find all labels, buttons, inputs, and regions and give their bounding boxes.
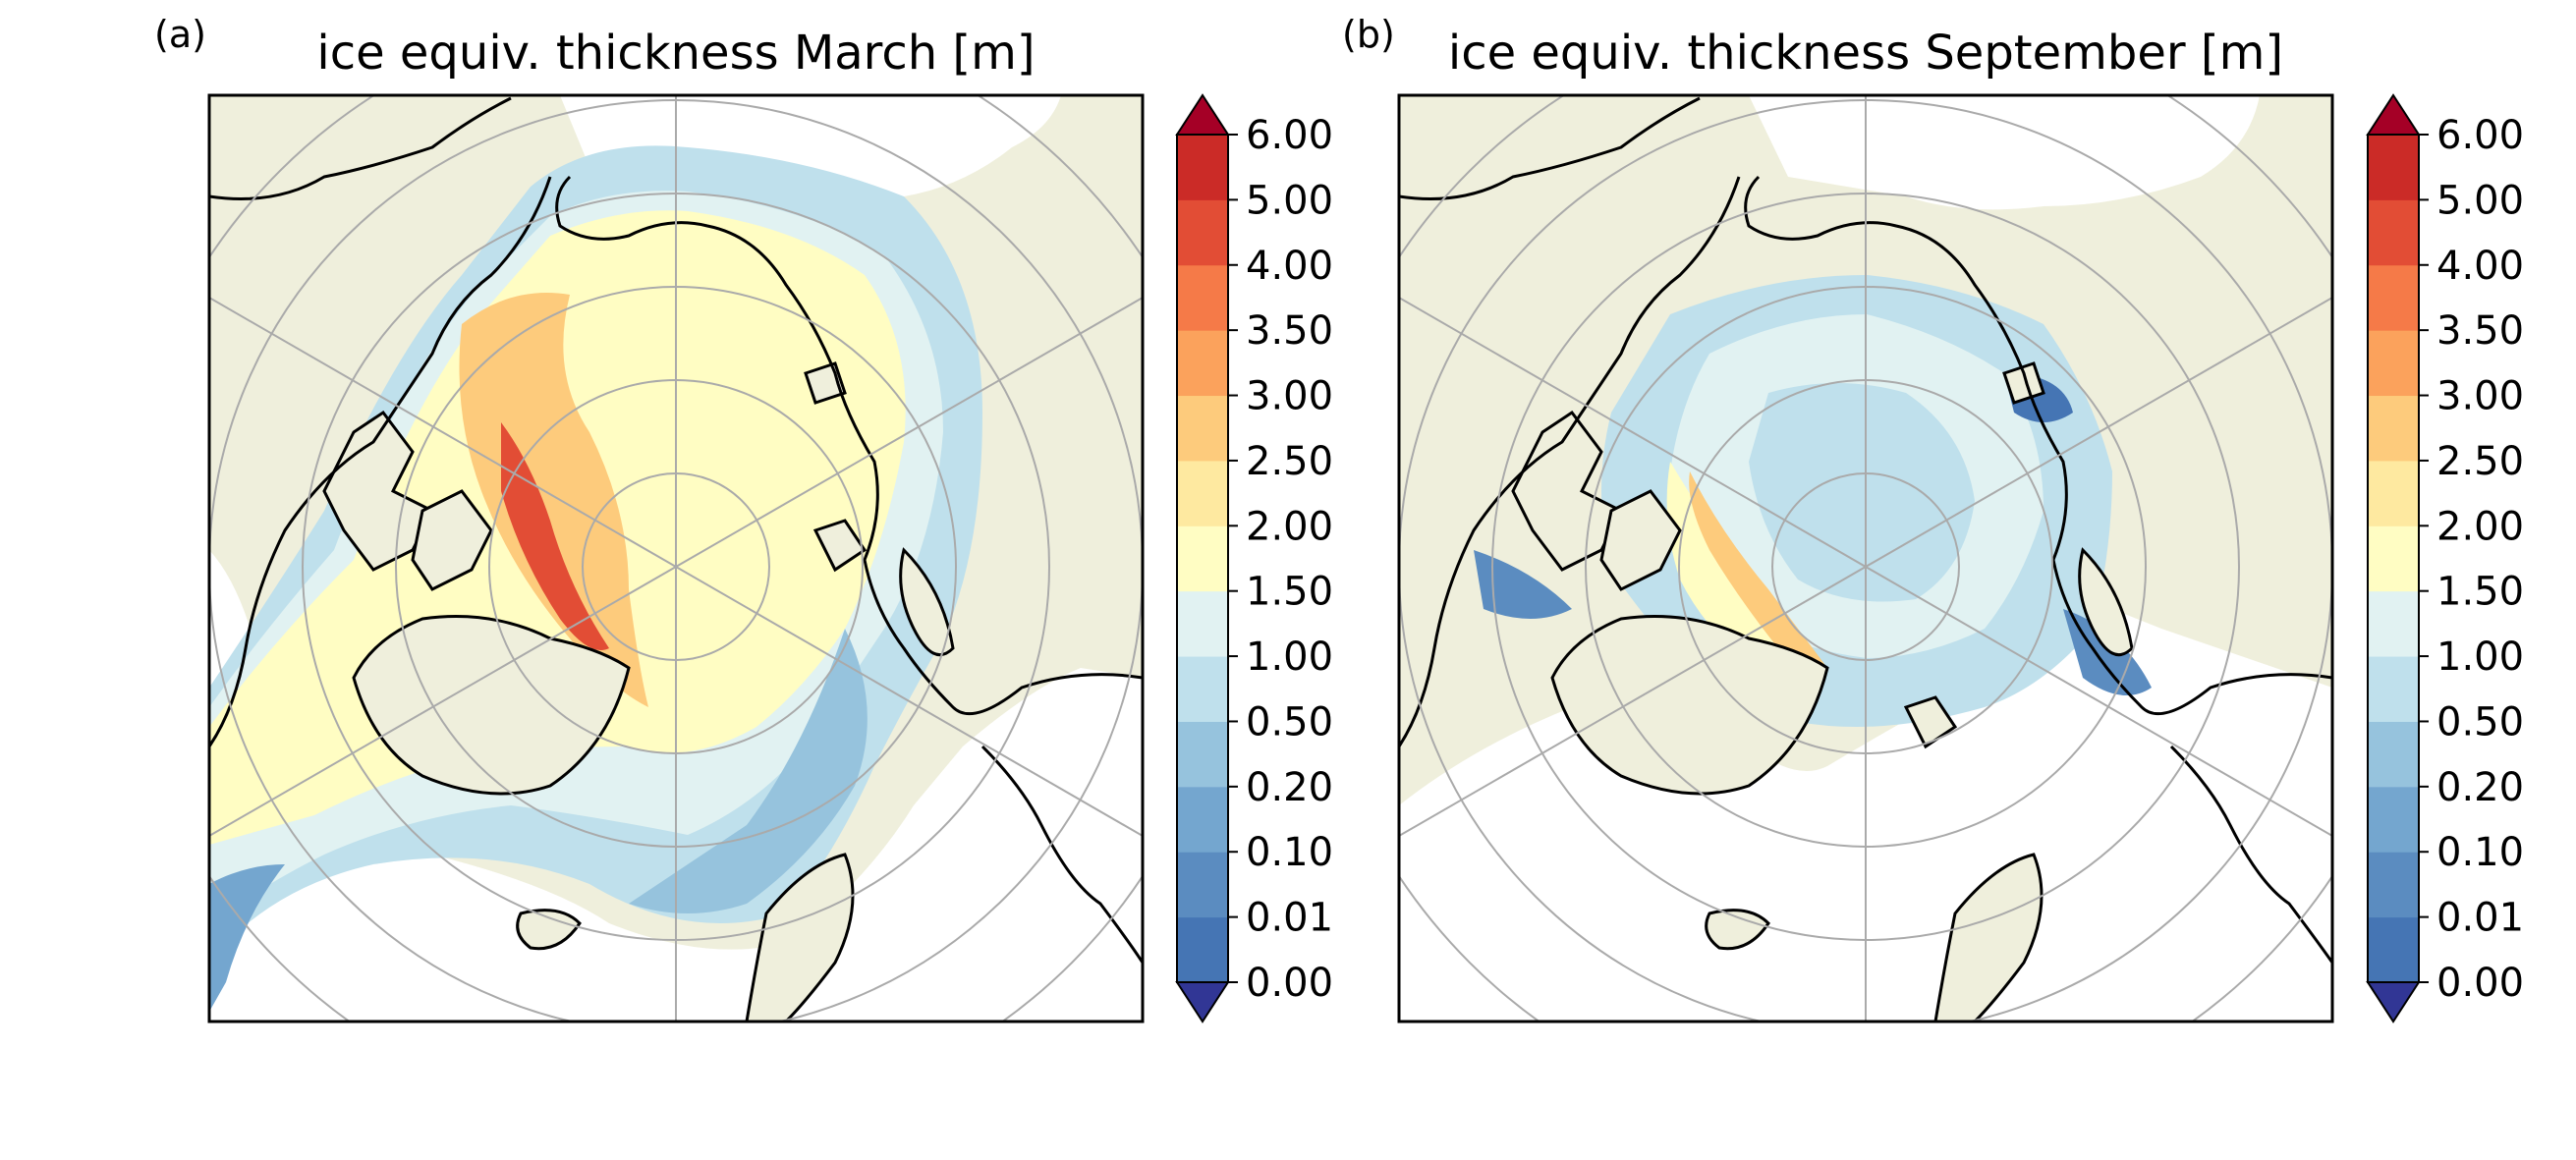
colorbar-extend-over-a [1175, 93, 1230, 136]
colorbar-segment-b [2368, 590, 2419, 657]
novaya-zemlya-a [899, 547, 955, 657]
colorbar-segment-b [2368, 395, 2419, 462]
colorbar-tick-label-a: 2.50 [1246, 439, 1333, 484]
colorbar-tick-label-a: 0.10 [1246, 830, 1333, 875]
panel-label-b: (b) [1342, 13, 1395, 56]
colorbar-tick-label-a: 3.00 [1246, 374, 1333, 419]
colorbar-tick-label-a: 6.00 [1246, 113, 1333, 158]
colorbar-segment-a [1177, 264, 1228, 331]
map-frame-b [1397, 93, 2334, 1023]
map-frame-a [207, 93, 1145, 1023]
colorbar-extend-under-a [1175, 981, 1230, 1023]
panel-title-a: ice equiv. thickness March [m] [316, 26, 1035, 81]
ice-edge-b3 [1474, 550, 1572, 619]
svalbard-b [1903, 695, 1958, 749]
panel-a: (a) ice equiv. thickness March [m] [154, 13, 1333, 1023]
colorbar-segment-a [1177, 199, 1228, 266]
colorbar-tick-label-a: 0.00 [1246, 961, 1333, 1006]
colorbar-tick-label-b: 1.00 [2436, 635, 2524, 680]
colorbar-tick-label-b: 3.50 [2436, 308, 2524, 354]
graticule-b [1399, 95, 2332, 1022]
canada-arch-2-b [1599, 489, 1682, 591]
colorbar-tick-label-b: 3.00 [2436, 374, 2524, 419]
colorbar-tick-label-a: 0.01 [1246, 896, 1333, 941]
colorbar-segment-a [1177, 786, 1228, 853]
colorbar-segment-a [1177, 721, 1228, 788]
ice-orange-b [1689, 471, 1827, 671]
colorbar-b: 0.00 0.01 0.10 0.20 0.50 1.00 1.50 2.00 2.50 3.00… [2366, 93, 2524, 1023]
colorbar-tick-label-b: 5.00 [2436, 178, 2524, 223]
colorbar-segment-b [2368, 786, 2419, 853]
colorbar-segment-a [1177, 852, 1228, 918]
panel-title-b: ice equiv. thickness September [m] [1448, 26, 2283, 81]
graticule-a [209, 95, 1143, 1022]
colorbar-tick-label-b: 0.00 [2436, 961, 2524, 1006]
colorbar-tick-label-a: 0.50 [1246, 699, 1333, 745]
scandinavia-b [1933, 853, 2044, 1022]
ice-thin-edge-a [629, 629, 868, 913]
colorbar-tick-label-a: 1.50 [1246, 570, 1333, 615]
svalbard-a [812, 519, 868, 573]
colorbar-segment-b [2368, 330, 2419, 397]
colorbar-a: 0.00 0.01 0.10 0.20 0.50 1.00 1.50 2.00 2.50 3.00… [1175, 93, 1333, 1023]
colorbar-extend-under-b [2366, 981, 2421, 1023]
open-ocean-top-b [1749, 95, 2260, 210]
colorbar-segment-b [2368, 460, 2419, 526]
colorbar-extend-over-b [2366, 93, 2421, 136]
colorbar-tick-label-a: 5.00 [1246, 178, 1333, 223]
map-a [209, 95, 1143, 1022]
coastline-b [1399, 96, 2332, 964]
colorbar-segment-a [1177, 590, 1228, 657]
colorbar-segment-a [1177, 395, 1228, 462]
coastline-a [209, 96, 1143, 964]
colorbar-segment-b [2368, 852, 2419, 918]
colorbar-frame-a [1176, 134, 1229, 983]
colorbar-tick-label-b: 0.20 [2436, 765, 2524, 810]
colorbar-segment-b [2368, 916, 2419, 983]
iceland-b [1705, 909, 1770, 951]
colorbar-tick-label-a: 1.00 [1246, 635, 1333, 680]
colorbar-tick-label-b: 4.00 [2436, 244, 2524, 289]
canada-arch-2-a [411, 489, 493, 591]
scandinavia-a [745, 853, 855, 1022]
colorbar-segment-a [1177, 656, 1228, 722]
colorbar-segment-a [1177, 135, 1228, 200]
colorbar-tick-label-a: 2.00 [1246, 504, 1333, 549]
ice-edge-a [209, 864, 285, 1012]
franz-josef-b [2002, 361, 2045, 405]
colorbar-segment-a [1177, 460, 1228, 526]
map-b [1399, 95, 2332, 1022]
greenland-a [352, 615, 631, 796]
ice-edge-b2 [2063, 609, 2152, 695]
colorbar-segment-b [2368, 656, 2419, 722]
colorbar-tick-label-a: 3.50 [1246, 308, 1333, 354]
colorbar-segment-b [2368, 721, 2419, 788]
ice-center-b [1749, 383, 1975, 602]
colorbar-tick-label-a: 4.00 [1246, 244, 1333, 289]
colorbar-segment-b [2368, 264, 2419, 331]
colorbar-tick-label-b: 2.00 [2436, 504, 2524, 549]
iceland-a [516, 909, 582, 951]
colorbar-segment-b [2368, 199, 2419, 266]
colorbar-tick-label-b: 6.00 [2436, 113, 2524, 158]
colorbar-tick-label-b: 0.10 [2436, 830, 2524, 875]
ice-orange-a [459, 293, 648, 707]
colorbar-segment-b [2368, 135, 2419, 200]
colorbar-segment-a [1177, 330, 1228, 397]
open-ocean-a [209, 668, 1143, 1022]
novaya-zemlya-b [2078, 547, 2134, 657]
colorbar-segment-a [1177, 525, 1228, 592]
colorbar-segment-b [2368, 525, 2419, 592]
ice-red-a [501, 422, 609, 650]
colorbar-tick-label-b: 2.50 [2436, 439, 2524, 484]
colorbar-tick-label-b: 0.50 [2436, 699, 2524, 745]
colorbar-frame-b [2367, 134, 2420, 983]
panel-label-a: (a) [154, 13, 206, 56]
panel-b: (b) ice equiv. thickness September [m] [1342, 13, 2524, 1023]
colorbar-tick-label-b: 1.50 [2436, 570, 2524, 615]
colorbar-tick-label-a: 0.20 [1246, 765, 1333, 810]
colorbar-tick-label-b: 0.01 [2436, 896, 2524, 941]
colorbar-segment-a [1177, 916, 1228, 983]
